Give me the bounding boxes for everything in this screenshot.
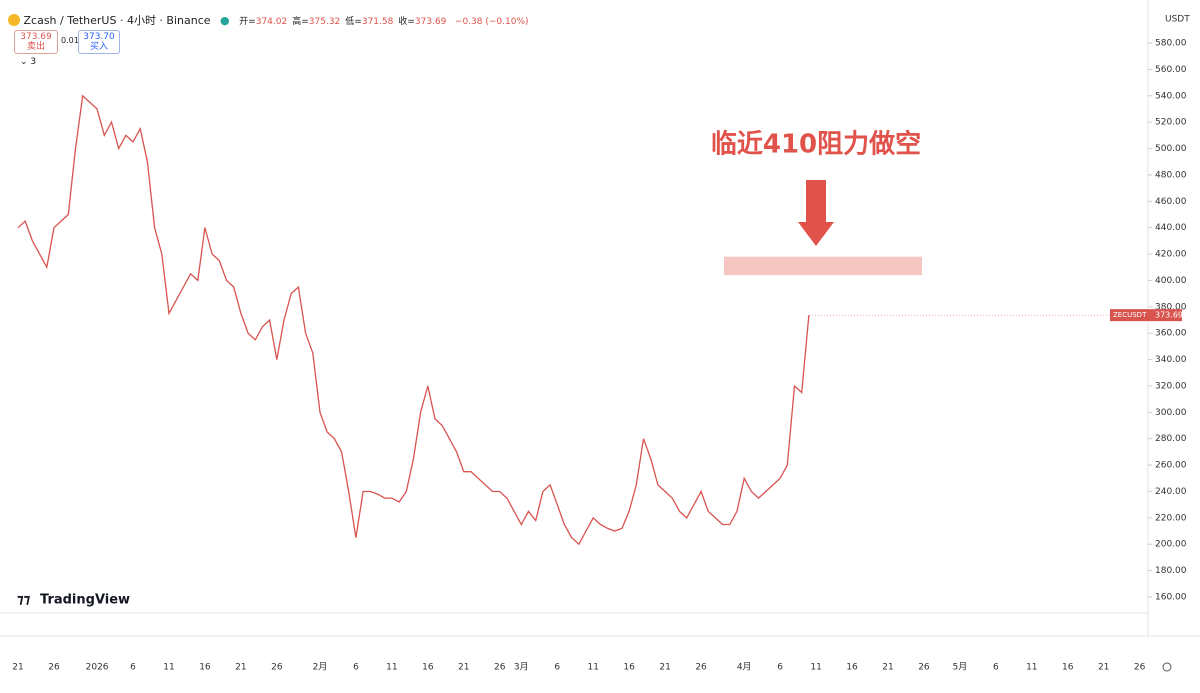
y-tick-label: 180.00 [1155,566,1187,576]
buy-button[interactable]: 373.70 买入 [78,30,120,54]
logo: TradingView [40,593,130,608]
x-tick-label: 11 [810,663,821,673]
x-tick-label: 26 [48,663,60,673]
price-tag-bg [1110,309,1182,322]
y-tick-label: 320.00 [1155,381,1187,391]
ohlc-value: 371.58 [361,17,394,27]
x-tick-label: 3月 [514,662,529,673]
y-tick-label: 340.00 [1155,355,1187,365]
y-tick-label: 520.00 [1155,118,1187,128]
y-tick-label: 400.00 [1155,276,1187,286]
x-tick-label: 26 [271,663,283,673]
indicator-count: 3 [30,57,37,67]
x-tick-label: 16 [1062,663,1074,673]
ohlc-eq: = [248,17,256,27]
x-tick-label: 16 [623,663,635,673]
x-tick-label: 6 [993,663,999,673]
sell-price: 373.69 [20,32,52,42]
x-tick-label: 11 [587,663,598,673]
ohlc-value: 373.69 [414,17,447,27]
y-tick-label: 380.00 [1155,302,1187,312]
y-tick-label: 560.00 [1155,65,1187,75]
x-tick-label: 5月 [953,662,968,673]
symbol: Zcash / TetherUS · 4小时 · Binance [23,14,211,27]
ohlc-eq: = [301,17,309,27]
ohlc-value: 374.02 [255,17,288,27]
sell-label: 卖出 [26,42,45,52]
ohlc-label: 低 [345,17,355,27]
y-tick-label: 300.00 [1155,408,1187,418]
x-tick-label: 21 [1098,663,1109,673]
ohlc: 开=374.02 高=375.32 低=371.58 收=373.69 [239,17,451,27]
x-tick-label: 11 [1026,663,1037,673]
x-tick-label: 16 [422,663,434,673]
x-tick-label: 4月 [737,662,752,673]
x-tick-label: 21 [12,663,23,673]
y-tick-label: 500.00 [1155,144,1187,154]
ohlc-eq: = [407,17,415,27]
x-tick-label: 2026 [86,663,109,673]
x-tick-label: 26 [695,663,707,673]
ohlc-value: 375.32 [308,17,341,27]
currency: USDT [1165,15,1190,25]
status-dot: ● [220,14,230,27]
y-tick-label: 360.00 [1155,329,1187,339]
price-tag-symbol: ZECUSDT [1113,311,1147,319]
y-tick-label: 280.00 [1155,434,1187,444]
y-tick-label: 460.00 [1155,197,1187,207]
price-line [17,94,810,546]
x-tick-label: 26 [918,663,930,673]
spread: 0.01 [61,36,79,45]
y-tick-label: 440.00 [1155,223,1187,233]
ohlc-label: 高 [292,17,302,27]
y-tick-label: 540.00 [1155,91,1187,101]
x-tick-label: 11 [163,663,174,673]
y-tick-label: 480.00 [1155,170,1187,180]
y-tick-label: 260.00 [1155,461,1187,471]
x-tick-label: 26 [494,663,506,673]
x-tick-label: 6 [353,663,359,673]
change: −0.38 (−0.10%) [454,17,529,27]
ohlc-label: 收 [398,17,408,27]
y-tick-label: 200.00 [1155,540,1187,550]
ohlc-eq: = [354,17,362,27]
logo-icon: ⁊⁊ [17,593,31,608]
sell-button[interactable]: 373.69 卖出 [14,30,58,54]
x-tick-label: 11 [386,663,397,673]
price-tag-value: 373.69 [1155,311,1183,320]
resistance-zone [724,256,922,276]
y-tick-label: 240.00 [1155,487,1187,497]
y-tick-label: 580.00 [1155,39,1187,49]
x-tick-label: 21 [882,663,893,673]
settings-icon[interactable] [1162,662,1172,672]
annotation: 临近410阻力做空 [711,129,921,160]
arrow [798,180,834,246]
x-tick-label: 6 [554,663,560,673]
x-tick-label: 6 [130,663,136,673]
x-tick-label: 21 [659,663,670,673]
x-tick-label: 16 [846,663,858,673]
coin-icon [8,14,20,26]
y-tick-label: 220.00 [1155,513,1187,523]
y-tick-label: 420.00 [1155,250,1187,260]
buy-label: 买入 [89,42,108,52]
indicators-toggle[interactable]: ⌄ 3 [20,57,37,67]
buy-price: 373.70 [83,32,115,42]
x-tick-label: 26 [1134,663,1146,673]
y-tick-label: 160.00 [1155,593,1187,603]
ohlc-label: 开 [239,17,249,27]
x-tick-label: 21 [235,663,246,673]
x-tick-label: 16 [199,663,211,673]
x-tick-label: 21 [458,663,469,673]
x-tick-label: 6 [777,663,783,673]
x-tick-label: 2月 [313,662,328,673]
header: Zcash / TetherUS · 4小时 · Binance ● 开=374… [8,12,529,28]
